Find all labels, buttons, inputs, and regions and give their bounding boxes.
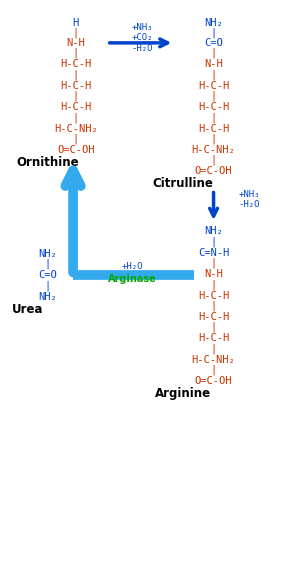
Text: Ornithine: Ornithine xyxy=(17,156,79,169)
Text: O=C-OH: O=C-OH xyxy=(57,145,95,155)
Text: NH₂: NH₂ xyxy=(204,226,223,236)
Text: N-H: N-H xyxy=(204,269,223,279)
Text: O=C-OH: O=C-OH xyxy=(195,376,232,386)
Text: |: | xyxy=(210,343,217,354)
Text: H-C-NH₂: H-C-NH₂ xyxy=(192,145,235,155)
Text: H-C-H: H-C-H xyxy=(198,333,229,343)
Text: C=O: C=O xyxy=(204,38,223,48)
Text: H-C-H: H-C-H xyxy=(198,81,229,91)
Text: H-C-H: H-C-H xyxy=(198,290,229,301)
Text: |: | xyxy=(210,365,217,375)
Text: NH₂: NH₂ xyxy=(38,249,57,259)
Text: NH₂: NH₂ xyxy=(38,292,57,302)
Text: N-H: N-H xyxy=(67,38,85,48)
Text: H-C-H: H-C-H xyxy=(198,124,229,134)
Text: Citrulline: Citrulline xyxy=(152,177,213,190)
Text: O=C-OH: O=C-OH xyxy=(195,166,232,177)
Text: H-C-NH₂: H-C-NH₂ xyxy=(192,355,235,365)
Text: |: | xyxy=(73,91,79,101)
Text: +H₂O: +H₂O xyxy=(121,262,143,271)
Text: |: | xyxy=(73,28,79,38)
Text: |: | xyxy=(45,259,51,269)
Text: C=O: C=O xyxy=(38,270,57,280)
Text: |: | xyxy=(73,112,79,122)
Text: NH₂: NH₂ xyxy=(204,17,223,28)
Text: H-C-H: H-C-H xyxy=(60,102,92,112)
Text: |: | xyxy=(73,134,79,144)
Text: H-C-H: H-C-H xyxy=(198,312,229,322)
Text: -H₂O: -H₂O xyxy=(239,200,260,209)
Text: N-H: N-H xyxy=(204,59,223,69)
Text: C=N-H: C=N-H xyxy=(198,248,229,258)
Text: |: | xyxy=(73,69,79,80)
Text: |: | xyxy=(210,69,217,80)
Text: Arginine: Arginine xyxy=(155,387,211,400)
Text: |: | xyxy=(210,236,217,246)
Text: |: | xyxy=(210,28,217,38)
Text: Arginase: Arginase xyxy=(108,274,157,284)
Text: |: | xyxy=(73,48,79,58)
Text: H-C-NH₂: H-C-NH₂ xyxy=(54,124,98,134)
Text: |: | xyxy=(210,91,217,101)
Text: |: | xyxy=(210,322,217,332)
Text: |: | xyxy=(210,301,217,311)
Text: H: H xyxy=(73,17,79,28)
Text: H-C-H: H-C-H xyxy=(60,59,92,69)
Text: +CO₂: +CO₂ xyxy=(131,33,153,42)
Text: |: | xyxy=(45,280,51,290)
Text: |: | xyxy=(210,48,217,58)
Text: H-C-H: H-C-H xyxy=(60,81,92,91)
Text: H-C-H: H-C-H xyxy=(198,102,229,112)
Text: Urea: Urea xyxy=(12,302,44,316)
Text: |: | xyxy=(210,155,217,165)
Text: -H₂O: -H₂O xyxy=(131,44,153,53)
Text: |: | xyxy=(210,258,217,268)
Text: |: | xyxy=(210,279,217,289)
Text: |: | xyxy=(210,134,217,144)
Text: +NH₃: +NH₃ xyxy=(239,190,260,199)
Text: +NH₃: +NH₃ xyxy=(131,23,153,32)
Text: |: | xyxy=(210,112,217,122)
